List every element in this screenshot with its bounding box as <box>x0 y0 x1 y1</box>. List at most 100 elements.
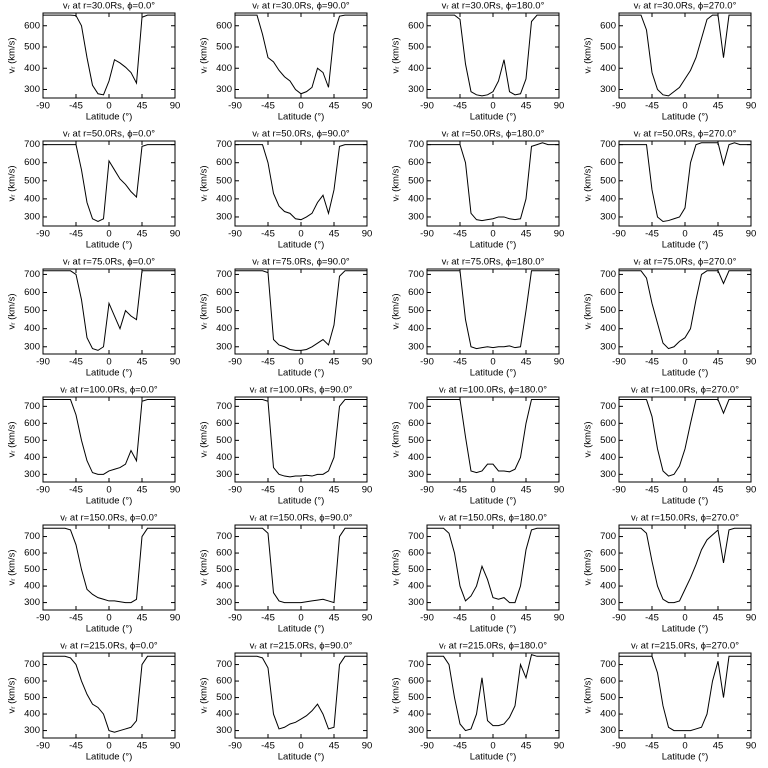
x-tick-label: 45 <box>329 101 340 112</box>
y-axis-label: vᵣ (km/s) <box>583 421 594 457</box>
panel-title: vᵣ at r=215.0Rs, ϕ=90.0° <box>250 641 353 652</box>
y-tick-label: 600 <box>24 20 40 31</box>
y-axis-label: vᵣ (km/s) <box>391 549 402 585</box>
y-tick-label: 400 <box>216 63 232 74</box>
panel: vᵣ at r=50.0Rs, ϕ=180.0° -90 -45 0 45 90 300 40… <box>391 129 565 251</box>
panel: vᵣ at r=50.0Rs, ϕ=270.0° -90 -45 0 45 90 300 40… <box>583 129 757 251</box>
plot-frame <box>42 12 176 99</box>
y-tick-label: 500 <box>600 692 616 703</box>
y-tick-label: 500 <box>600 564 616 575</box>
y-tick-label: 500 <box>408 305 424 316</box>
panel: vᵣ at r=30.0Rs, ϕ=180.0° -90 -45 0 45 90 300 40… <box>391 1 565 123</box>
plot-frame <box>234 140 368 227</box>
y-axis-label: vᵣ (km/s) <box>391 293 402 329</box>
line <box>619 399 751 477</box>
x-tick-label: 45 <box>713 613 724 624</box>
plot-frame <box>618 396 752 483</box>
x-tick-label: 90 <box>362 229 373 240</box>
y-tick-label: 500 <box>600 305 616 316</box>
x-axis-label: Latitude (°) <box>86 368 133 379</box>
y-tick-label: 700 <box>24 401 40 412</box>
x-tick-label: -90 <box>36 485 50 496</box>
y-tick-label: 600 <box>408 157 424 168</box>
y-tick-label: 300 <box>600 84 616 95</box>
x-tick-label: 0 <box>106 613 111 624</box>
y-tick-label: 400 <box>408 581 424 592</box>
y-tick-label: 700 <box>408 531 424 542</box>
panel: vᵣ at r=150.0Rs, ϕ=0.0° -90 -45 0 45 90 300 400… <box>7 513 181 635</box>
y-tick-label: 600 <box>216 287 232 298</box>
y-tick-label: 300 <box>408 211 424 222</box>
x-tick-label: -90 <box>420 101 434 112</box>
x-tick-label: -45 <box>261 485 275 496</box>
x-tick-label: -90 <box>36 741 50 752</box>
panel-title: vᵣ at r=100.0Rs, ϕ=0.0° <box>60 385 158 396</box>
x-tick-label: -90 <box>612 229 626 240</box>
y-tick-label: 400 <box>600 193 616 204</box>
y-tick-label: 600 <box>216 20 232 31</box>
x-tick-label: 0 <box>106 101 111 112</box>
y-tick-label: 700 <box>600 139 616 150</box>
y-tick-label: 300 <box>24 469 40 480</box>
plot-frame <box>426 140 560 227</box>
y-tick-label: 500 <box>216 175 232 186</box>
x-tick-label: 90 <box>554 741 565 752</box>
y-axis-label: vᵣ (km/s) <box>583 165 594 201</box>
panel-title: vᵣ at r=75.0Rs, ϕ=270.0° <box>634 257 737 268</box>
line <box>427 14 559 97</box>
y-tick-label: 400 <box>216 709 232 720</box>
panel-title: vᵣ at r=100.0Rs, ϕ=180.0° <box>439 385 547 396</box>
x-axis-label: Latitude (°) <box>86 496 133 507</box>
y-tick-label: 300 <box>216 597 232 608</box>
plot-frame <box>234 268 368 355</box>
panel: vᵣ at r=50.0Rs, ϕ=0.0° -90 -45 0 45 90 300 400 5… <box>7 129 181 251</box>
x-tick-label: -45 <box>645 357 659 368</box>
plot-frame <box>234 12 368 99</box>
plot-frame <box>426 12 560 99</box>
x-tick-label: 45 <box>137 229 148 240</box>
y-tick-label: 300 <box>24 84 40 95</box>
y-tick-label: 500 <box>216 435 232 446</box>
x-tick-label: -90 <box>36 101 50 112</box>
x-axis-label: Latitude (°) <box>86 624 133 635</box>
panel: vᵣ at r=30.0Rs, ϕ=0.0° -90 -45 0 45 90 300 400 5… <box>7 1 181 123</box>
x-tick-label: -45 <box>69 357 83 368</box>
x-tick-label: -45 <box>645 101 659 112</box>
y-tick-label: 500 <box>24 305 40 316</box>
x-axis-label: Latitude (°) <box>470 496 517 507</box>
x-tick-label: 90 <box>746 485 757 496</box>
panel-title: vᵣ at r=215.0Rs, ϕ=0.0° <box>60 641 158 652</box>
line <box>235 527 367 604</box>
y-tick-label: 400 <box>408 63 424 74</box>
panel: vᵣ at r=100.0Rs, ϕ=90.0° -90 -45 0 45 90 300 40… <box>199 385 373 507</box>
y-axis-label: vᵣ (km/s) <box>199 549 210 585</box>
plot-frame <box>234 524 368 611</box>
y-tick-label: 500 <box>600 435 616 446</box>
x-axis-label: Latitude (°) <box>278 624 325 635</box>
y-tick-label: 300 <box>600 597 616 608</box>
y-tick-label: 300 <box>216 341 232 352</box>
x-tick-label: 45 <box>329 357 340 368</box>
y-tick-label: 500 <box>24 564 40 575</box>
x-axis-label: Latitude (°) <box>662 368 709 379</box>
x-tick-label: -45 <box>261 741 275 752</box>
x-tick-label: 45 <box>137 613 148 624</box>
panel-title: vᵣ at r=75.0Rs, ϕ=90.0° <box>252 257 350 268</box>
x-tick-label: 0 <box>490 357 495 368</box>
panel-title: vᵣ at r=50.0Rs, ϕ=180.0° <box>442 129 545 140</box>
y-tick-label: 700 <box>408 269 424 280</box>
panel: vᵣ at r=215.0Rs, ϕ=0.0° -90 -45 0 45 90 300 400… <box>7 641 181 763</box>
plot-frame <box>426 396 560 483</box>
y-tick-label: 700 <box>600 659 616 670</box>
y-tick-label: 700 <box>600 269 616 280</box>
panel-title: vᵣ at r=50.0Rs, ϕ=90.0° <box>252 129 350 140</box>
x-tick-label: 45 <box>329 741 340 752</box>
x-tick-label: 45 <box>521 101 532 112</box>
x-axis-label: Latitude (°) <box>86 752 133 763</box>
panel-title: vᵣ at r=50.0Rs, ϕ=270.0° <box>634 129 737 140</box>
x-tick-label: -90 <box>420 613 434 624</box>
y-axis-label: vᵣ (km/s) <box>7 549 18 585</box>
plot-frame <box>618 524 752 611</box>
panel: vᵣ at r=150.0Rs, ϕ=180.0° -90 -45 0 45 90 300 4… <box>391 513 565 635</box>
x-tick-label: 90 <box>554 101 565 112</box>
